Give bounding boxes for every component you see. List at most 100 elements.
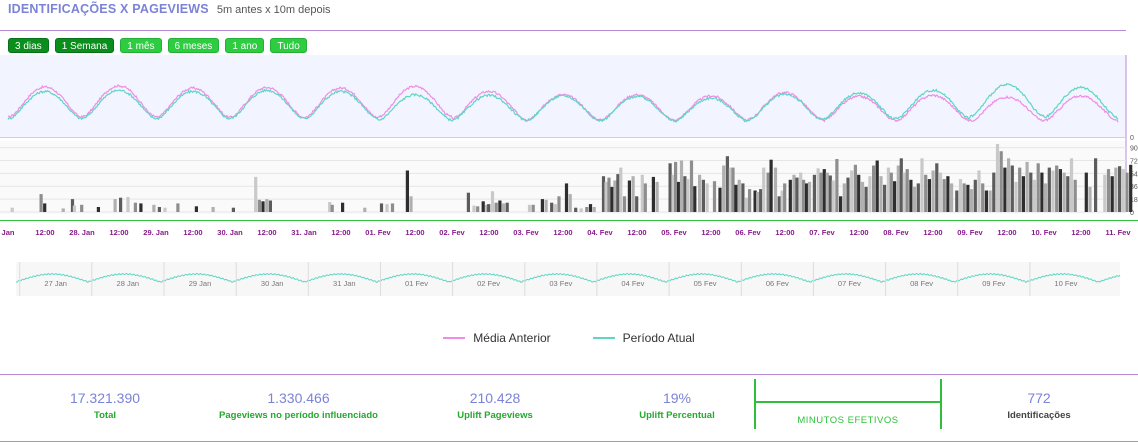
bar-axis-tick-label: 90 (1130, 146, 1138, 153)
bar (1029, 172, 1033, 212)
bar (1066, 176, 1070, 212)
range-button-1-ano[interactable]: 1 ano (225, 38, 265, 53)
bar (973, 179, 977, 212)
bar (1118, 166, 1122, 212)
bar (1103, 174, 1107, 212)
bar (211, 207, 215, 212)
bar (1040, 172, 1044, 212)
x-axis-tick-label: 12:00 (1071, 228, 1090, 237)
bar (1088, 186, 1092, 212)
navigator-tick-label: 06 Fev (766, 279, 789, 288)
stats-panel: 17.321.390 Total 1.330.466 Pageviews no … (0, 377, 1138, 441)
bar (988, 190, 992, 212)
bar (540, 199, 544, 212)
bar (875, 160, 879, 212)
bar (734, 184, 738, 212)
navigator-tick-label: 10 Fev (1054, 279, 1077, 288)
navigator-tick-label: 08 Fev (910, 279, 933, 288)
line-axis-tick-label: 0 (1130, 135, 1134, 142)
bar (1058, 169, 1062, 212)
range-button-3-dias[interactable]: 3 dias (8, 38, 49, 53)
bar (39, 194, 43, 212)
bar (857, 174, 861, 212)
bar (1044, 183, 1048, 212)
bar (579, 208, 583, 212)
bar (860, 181, 865, 212)
bar (677, 181, 681, 212)
bar-axis-tick-label: 0 (1130, 210, 1134, 217)
x-axis-tick-label: 12:00 (553, 228, 572, 237)
bar (731, 167, 735, 212)
navigator-chart[interactable]: 27 Jan 28 Jan 29 Jan 30 Jan 31 Jan 01 Fev 02 F… (0, 262, 1138, 302)
range-button-1-semana[interactable]: 1 Semana (54, 38, 115, 53)
x-axis-tick-label: 12:00 (109, 228, 128, 237)
navigator-tick-label: 27 Jan (44, 279, 67, 288)
bar (698, 174, 702, 212)
x-axis-tick-label: 12:00 (701, 228, 720, 237)
x-axis-tick-label: 12:00 (775, 228, 794, 237)
stat-uplift-percentual: 19% Uplift Percentual (602, 377, 752, 421)
bar (773, 167, 778, 212)
navigator-tick-label: 29 Jan (189, 279, 212, 288)
x-axis-tick-label: 12:00 (627, 228, 646, 237)
bar (564, 183, 569, 212)
bar (607, 177, 611, 212)
bar (671, 174, 675, 212)
bar (883, 184, 887, 212)
bar (61, 208, 65, 212)
bar (992, 172, 996, 212)
stat-uplift-pageviews-value: 210.428 (469, 390, 521, 406)
bar (328, 202, 332, 212)
legend-item-media-anterior[interactable]: Média Anterior (443, 331, 551, 345)
bar (935, 163, 939, 212)
stats-top-divider (0, 374, 1138, 375)
bar (689, 160, 694, 212)
bar (788, 179, 792, 212)
range-button-1-mes[interactable]: 1 mês (120, 38, 162, 53)
x-axis-tick-label: 09. Fev (957, 228, 983, 237)
bar (950, 183, 954, 212)
bar (363, 207, 367, 212)
bar (1121, 169, 1125, 212)
x-axis-tick-label: 12:00 (997, 228, 1016, 237)
bar (783, 183, 787, 212)
x-axis-tick-label: 12:00 (257, 228, 276, 237)
bar (1055, 165, 1059, 212)
bar (825, 172, 829, 212)
bar (1110, 176, 1114, 212)
bar (962, 183, 966, 212)
bar (831, 180, 835, 212)
bar (822, 169, 826, 212)
bar (741, 183, 745, 212)
navigator-bg (16, 262, 1120, 296)
legend-item-periodo-atual[interactable]: Período Atual (592, 331, 695, 345)
x-axis-tick-label: 04. Fev (587, 228, 613, 237)
bar (913, 186, 917, 212)
bar (839, 196, 843, 212)
bar (938, 172, 943, 212)
navigator-tick-label: 30 Jan (261, 279, 284, 288)
x-axis-tick-label: 03. Fev (513, 228, 539, 237)
legend-swatch-media-anterior (443, 337, 466, 339)
bar (686, 179, 690, 212)
navigator-tick-label: 01 Fev (405, 279, 428, 288)
bar-axis-tick-label: 36 (1130, 184, 1138, 191)
range-button-tudo[interactable]: Tudo (270, 38, 307, 53)
range-button-6-meses[interactable]: 6 meses (167, 38, 220, 53)
bar (728, 167, 732, 212)
x-axis-tick-label: 01. Fev (365, 228, 391, 237)
main-chart[interactable]: 0 18 36 54 72 90 0 Jan 12:00 28. Jan 12:00 29. Jan 1… (0, 55, 1138, 300)
bar (805, 183, 809, 212)
bar (705, 183, 709, 212)
stat-uplift-pageviews: 210.428 Uplift Pageviews (420, 377, 570, 421)
bar (819, 172, 823, 212)
header: IDENTIFICAÇÕES X PAGEVIEWS 5m antes x 10… (8, 2, 331, 18)
stat-total: 17.321.390 Total (30, 377, 180, 421)
bar (557, 196, 561, 212)
bar (585, 207, 589, 212)
bar (613, 180, 617, 212)
bar (769, 159, 773, 212)
stat-identificacoes: 772 Identificações (964, 377, 1114, 421)
stat-minutos-efetivos[interactable]: MINUTOS EFETIVOS (754, 379, 942, 429)
bar (981, 183, 985, 212)
